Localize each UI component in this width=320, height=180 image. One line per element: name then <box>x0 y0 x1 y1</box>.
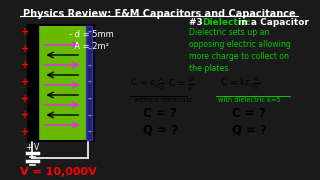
Text: C = ?: C = ? <box>232 107 266 120</box>
Text: +: + <box>25 143 32 152</box>
Text: A = 2m²: A = 2m² <box>69 42 109 51</box>
Text: - d = 5mm: - d = 5mm <box>69 30 114 39</box>
Text: C = k$\varepsilon_o\frac{A}{d}$: C = k$\varepsilon_o\frac{A}{d}$ <box>220 76 260 92</box>
Text: +: + <box>21 60 29 70</box>
Text: -: - <box>87 77 92 87</box>
Text: #3: #3 <box>189 18 206 27</box>
Text: Physics Review: E&M Capacitors and Capacitance: Physics Review: E&M Capacitors and Capac… <box>23 9 295 19</box>
Text: +: + <box>21 127 29 137</box>
Text: C = $\varepsilon_o\frac{A}{d}$: C = $\varepsilon_o\frac{A}{d}$ <box>130 76 164 92</box>
Text: +: + <box>21 110 29 120</box>
Text: with dielectric k=5: with dielectric k=5 <box>218 97 281 103</box>
Text: Dielectric: Dielectric <box>202 18 251 27</box>
Text: in a Capacitor: in a Capacitor <box>235 18 309 27</box>
Text: Dielectric sets up an
opposing electric allowing
more charge to collect on
the p: Dielectric sets up an opposing electric … <box>189 28 291 73</box>
Text: +: + <box>21 77 29 87</box>
Bar <box>29 26 38 140</box>
Text: without dielectric: without dielectric <box>134 97 192 103</box>
Text: C = ?: C = ? <box>143 107 177 120</box>
Text: -: - <box>87 110 92 120</box>
Text: V = 10,000V: V = 10,000V <box>20 167 96 177</box>
Text: V: V <box>34 143 39 152</box>
Text: C = $\frac{Q}{V}$: C = $\frac{Q}{V}$ <box>168 75 195 93</box>
Text: +: + <box>21 27 29 37</box>
Bar <box>86 26 92 140</box>
Text: Q = ?: Q = ? <box>143 123 179 136</box>
Text: +: + <box>21 44 29 54</box>
Text: -: - <box>87 27 92 37</box>
Text: +: + <box>21 94 29 104</box>
Text: -: - <box>87 94 92 104</box>
Bar <box>28 25 94 141</box>
Text: -: - <box>87 60 92 70</box>
Text: Q = ?: Q = ? <box>232 123 268 136</box>
Bar <box>38 26 86 140</box>
Text: -: - <box>87 127 92 137</box>
Text: -: - <box>87 44 92 54</box>
